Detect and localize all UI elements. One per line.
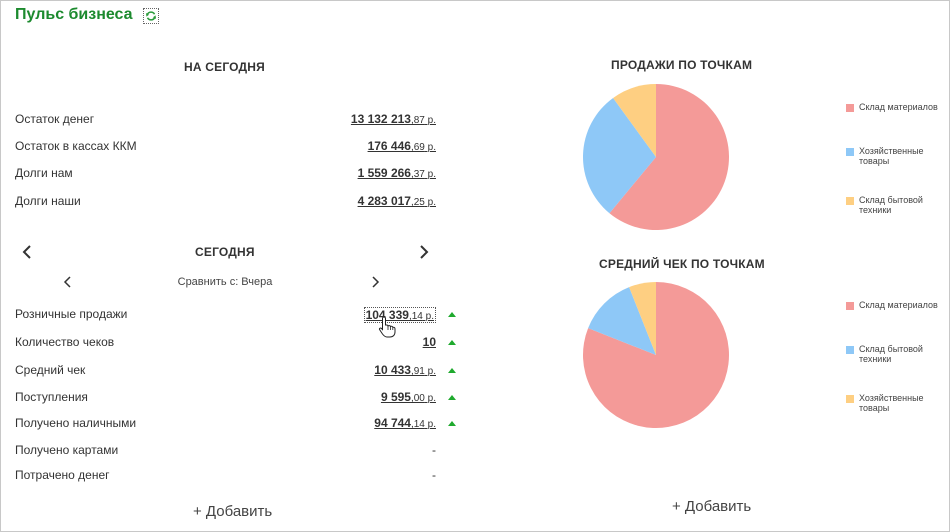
add-right-button[interactable]: + Добавить — [672, 498, 752, 515]
next-compare-icon[interactable] — [369, 276, 381, 288]
period-row-label: Розничные продажи — [15, 307, 128, 321]
legend-item: Хозяйственные товары — [846, 393, 950, 413]
period-row-label: Получено картами — [15, 443, 119, 457]
value-currency: р. — [424, 169, 436, 180]
value-fraction: ,37 — [410, 169, 425, 180]
avg-check-by-point-pie — [583, 282, 729, 428]
value-integer: 10 — [422, 335, 436, 349]
legend-label: Склад материалов — [859, 102, 938, 112]
value-integer: 10 433 — [374, 363, 411, 377]
compare-label[interactable]: Сравнить с: Вчера — [177, 276, 273, 288]
legend-swatch — [846, 302, 854, 310]
trend-up-icon — [448, 421, 456, 426]
next-period-icon[interactable] — [417, 245, 431, 259]
value-fraction: ,69 — [410, 142, 425, 153]
legend-swatch — [846, 104, 854, 112]
pie-slice[interactable] — [583, 97, 656, 214]
add-left-button[interactable]: + Добавить — [193, 503, 273, 520]
chart-1-title: ПРОДАЖИ ПО ТОЧКАМ — [611, 58, 753, 72]
period-row-label: Поступления — [15, 390, 88, 404]
legend-item: Склад материалов — [846, 300, 950, 310]
value-integer: - — [432, 468, 436, 482]
prev-compare-icon[interactable] — [62, 276, 74, 288]
legend-swatch — [846, 197, 854, 205]
value-currency: р. — [424, 115, 436, 126]
legend-label: Склад материалов — [859, 300, 938, 310]
period-row-value[interactable]: 10 — [423, 335, 436, 349]
value-currency: р. — [422, 311, 434, 322]
period-row-label: Количество чеков — [15, 335, 115, 349]
legend-label: Хозяйственные товары — [859, 146, 924, 166]
legend-item: Склад бытовой техники — [846, 195, 950, 215]
period-row-label: Получено наличными — [15, 416, 137, 430]
legend-label: Склад бытовой техники — [859, 344, 923, 364]
value-currency: р. — [424, 142, 436, 153]
value-currency: р. — [424, 366, 436, 377]
value-integer: 104 339 — [365, 308, 409, 322]
pie-slice[interactable] — [588, 287, 656, 355]
value-currency: р. — [424, 419, 436, 430]
legend-swatch — [846, 148, 854, 156]
legend-swatch — [846, 395, 854, 403]
period-row-value[interactable]: 94 744,14 р. — [374, 416, 436, 430]
legend-label: Склад бытовой техники — [859, 195, 923, 215]
value-fraction: ,14 — [408, 311, 423, 322]
balances-row-value[interactable]: 13 132 213,87 р. — [351, 112, 436, 126]
period-row-value[interactable]: 104 339,14 р. — [363, 307, 436, 323]
pie-slice[interactable] — [629, 282, 656, 355]
value-integer: 13 132 213 — [350, 112, 411, 126]
value-fraction: ,00 — [410, 393, 425, 404]
header: Пульс бизнеса — [15, 6, 159, 24]
period-row-value[interactable]: 10 433,91 р. — [374, 363, 436, 377]
value-integer: 176 446 — [367, 139, 411, 153]
refresh-icon[interactable] — [142, 8, 159, 24]
value-fraction: ,87 — [410, 115, 425, 126]
chart-2-title: СРЕДНИЙ ЧЕК ПО ТОЧКАМ — [599, 257, 765, 271]
prev-period-icon[interactable] — [20, 245, 34, 259]
balances-row-value[interactable]: 176 446,69 р. — [368, 139, 436, 153]
balances-row-label: Остаток в кассах ККМ — [15, 139, 137, 153]
legend-label: Хозяйственные товары — [859, 393, 924, 413]
value-integer: 1 559 266 — [357, 166, 411, 180]
value-currency: р. — [424, 393, 436, 404]
trend-up-icon — [448, 395, 456, 400]
period-title: СЕГОДНЯ — [195, 245, 255, 259]
legend-item: Склад материалов — [846, 102, 950, 112]
pie-slice[interactable] — [609, 84, 729, 230]
balances-row-label: Остаток денег — [15, 112, 95, 126]
trend-up-icon — [448, 312, 456, 317]
period-row-value[interactable]: 9 595,00 р. — [381, 390, 436, 404]
value-integer: 9 595 — [380, 390, 411, 404]
pie-slice[interactable] — [613, 84, 656, 157]
legend-item: Склад бытовой техники — [846, 344, 950, 364]
period-row-value: - — [432, 443, 436, 457]
balances-title: НА СЕГОДНЯ — [184, 60, 265, 74]
sales-by-point-pie — [583, 84, 729, 230]
value-fraction: ,25 — [410, 197, 425, 208]
value-integer: 4 283 017 — [357, 194, 411, 208]
hand-cursor-icon — [378, 316, 396, 338]
legend-swatch — [846, 346, 854, 354]
balances-row-value[interactable]: 4 283 017,25 р. — [358, 194, 436, 208]
period-row-label: Потрачено денег — [15, 468, 110, 482]
balances-row-label: Долги нам — [15, 166, 73, 180]
value-integer: 94 744 — [374, 416, 411, 430]
value-fraction: ,14 — [410, 419, 425, 430]
value-currency: р. — [424, 197, 436, 208]
legend-item: Хозяйственные товары — [846, 146, 950, 166]
balances-row-value[interactable]: 1 559 266,37 р. — [358, 166, 436, 180]
trend-up-icon — [448, 368, 456, 373]
balances-row-label: Долги наши — [15, 194, 81, 208]
period-row-label: Средний чек — [15, 363, 86, 377]
value-integer: - — [432, 443, 436, 457]
period-row-value: - — [432, 468, 436, 482]
value-fraction: ,91 — [410, 366, 425, 377]
page-title: Пульс бизнеса — [15, 6, 133, 23]
trend-up-icon — [448, 340, 456, 345]
